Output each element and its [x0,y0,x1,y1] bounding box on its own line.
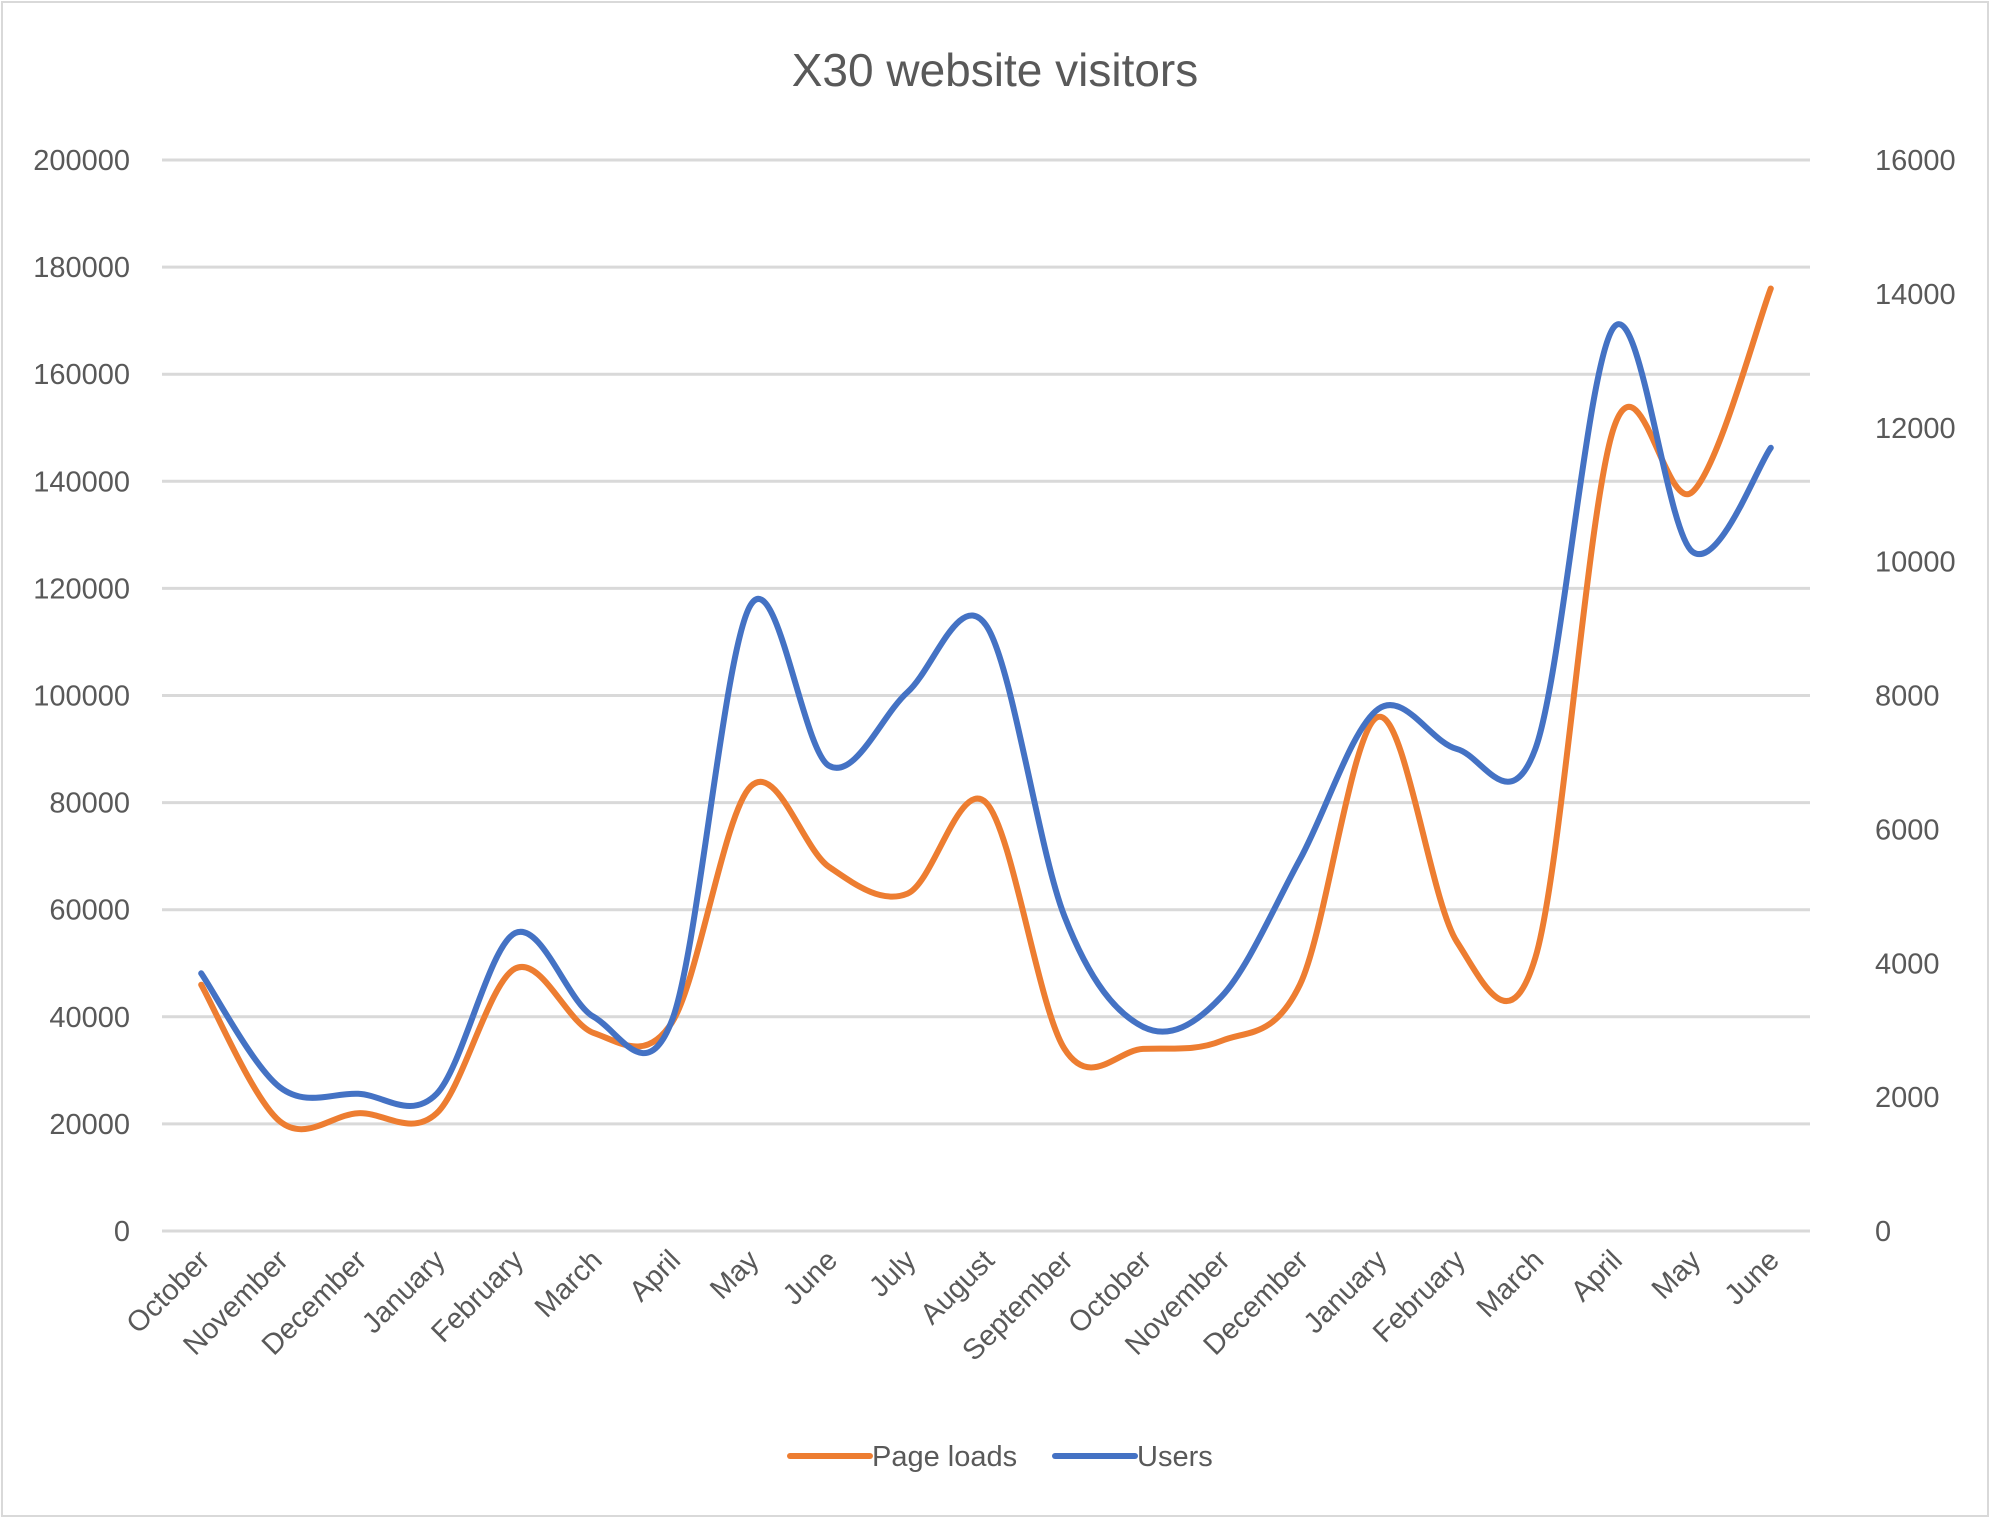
right-axis-tick-label: 12000 [1875,413,1956,445]
series-line-users [198,321,1774,1109]
left-axis-tick-label: 120000 [33,573,130,605]
left-axis-tick-label: 200000 [33,145,130,177]
right-axis-tick-label: 10000 [1875,547,1956,579]
x-axis-category-label: May [1646,1244,1708,1306]
left-axis-tick-label: 80000 [49,788,130,820]
left-axis-tick-label: 160000 [33,359,130,391]
right-axis-tick-label: 8000 [1875,681,1940,713]
right-axis-tick-label: 2000 [1875,1082,1940,1114]
left-axis-tick-label: 100000 [33,681,130,713]
series-lines [198,285,1774,1133]
right-axis-tick-label: 14000 [1875,279,1956,311]
x-axis-category-label: April [623,1244,687,1308]
left-axis-ticks: 2000001800001600001400001200001000008000… [33,145,130,1248]
series-line-page-loads [198,285,1774,1133]
x-axis-category-label: March [1471,1244,1551,1324]
x-axis-category-label: June [1719,1244,1786,1311]
left-axis-tick-label: 140000 [33,466,130,498]
x-axis-category-label: May [704,1244,766,1306]
left-axis-tick-label: 0 [114,1216,130,1248]
right-axis-tick-label: 16000 [1875,145,1956,177]
left-axis-tick-label: 40000 [49,1002,130,1034]
legend-label: Page loads [872,1441,1017,1473]
left-axis-tick-label: 60000 [49,895,130,927]
right-axis-tick-label: 0 [1875,1216,1891,1248]
left-axis-tick-label: 180000 [33,252,130,284]
right-axis-tick-label: 4000 [1875,948,1940,980]
left-axis-tick-label: 20000 [49,1109,130,1141]
x-axis-category-label: July [863,1244,922,1303]
right-axis-ticks: 16000 14000 12000 10000 8000 6000 4000 2000 0 [1875,145,1956,1248]
right-axis-tick-label: 6000 [1875,814,1940,846]
legend-label: Users [1137,1441,1213,1473]
gridlines [162,158,1810,1233]
legend: Page loads Users [787,1441,1213,1473]
x-axis-category-label: March [529,1244,609,1324]
chart-title: X30 website visitors [792,44,1199,96]
x-axis-category-label: June [777,1244,844,1311]
x-axis-categories: OctoberNovemberDecemberJanuaryFebruaryMa… [121,1244,1786,1367]
x-axis-category-label: April [1565,1244,1629,1308]
